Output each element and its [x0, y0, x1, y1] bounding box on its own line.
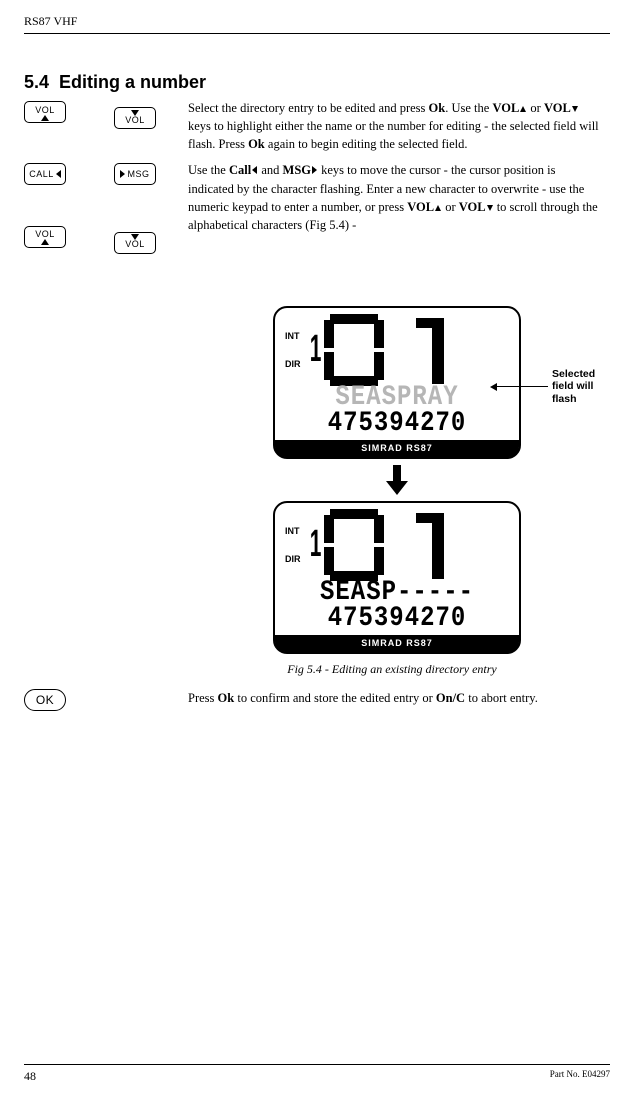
lcd-channel-digits — [322, 312, 472, 388]
paragraph-2: Use the Call and MSG keys to move the cu… — [188, 161, 610, 234]
lcd-number-field: 475394270 — [285, 410, 509, 438]
triangle-down-icon — [572, 106, 578, 112]
lcd-dir-label: DIR — [285, 359, 301, 369]
paragraph-1: Select the directory entry to be edited … — [188, 99, 610, 153]
lcd-brand-bar: SIMRAD RS87 — [275, 440, 519, 457]
down-arrow-icon — [384, 465, 410, 495]
ok-button[interactable]: OK — [24, 689, 66, 711]
figure-caption: Fig 5.4 - Editing an existing directory … — [24, 662, 610, 677]
triangle-up-icon — [435, 205, 441, 211]
callout: Selected field will flash — [496, 368, 608, 406]
vol-down-button[interactable]: VOL — [114, 232, 156, 254]
section-number: 5.4 — [24, 72, 49, 92]
msg-label: MSG — [127, 169, 149, 179]
callout-arrow-icon — [496, 386, 548, 387]
vol-label: VOL — [35, 230, 55, 239]
ok-label: OK — [36, 693, 54, 707]
paragraph-3: Press Ok to confirm and store the edited… — [188, 689, 610, 707]
vol-down-button[interactable]: VOL — [114, 107, 156, 129]
triangle-down-icon — [487, 205, 493, 211]
lcd-brand-bar: SIMRAD RS87 — [275, 635, 519, 652]
call-button[interactable]: CALL — [24, 163, 66, 185]
vol-label: VOL — [125, 240, 145, 249]
callout-line1: Selected — [552, 368, 608, 381]
lcd-display-2: INT DIR 1 — [273, 501, 521, 654]
vol-up-button[interactable]: VOL — [24, 101, 66, 123]
page-footer: 48 Part No. E04297 — [24, 1064, 610, 1084]
lcd-channel: 1 — [305, 507, 472, 583]
vol-up-button[interactable]: VOL — [24, 226, 66, 248]
section-title-text: Editing a number — [59, 72, 206, 92]
part-number: Part No. E04297 — [550, 1069, 610, 1084]
triangle-right-icon — [120, 170, 125, 178]
triangle-right-icon — [312, 166, 317, 174]
lcd-display-1: INT DIR 1 — [273, 306, 521, 459]
lcd-channel-digits — [322, 507, 472, 583]
lcd-int-label: INT — [285, 331, 301, 341]
figure-block: INT DIR 1 — [24, 306, 610, 654]
header-text: RS87 VHF — [24, 14, 77, 28]
triangle-left-icon — [252, 166, 257, 174]
page-number: 48 — [24, 1069, 36, 1084]
triangle-up-icon — [41, 239, 49, 245]
vol-label: VOL — [125, 116, 145, 125]
call-label: CALL — [29, 169, 54, 179]
lcd-int-label: INT — [285, 526, 301, 536]
lcd-dir-label: DIR — [285, 554, 301, 564]
callout-line2: field will — [552, 380, 608, 393]
triangle-up-icon — [520, 106, 526, 112]
triangle-up-icon — [41, 115, 49, 121]
page-header: RS87 VHF — [24, 12, 610, 34]
callout-line3: flash — [552, 393, 608, 406]
lcd-channel: 1 — [305, 312, 472, 388]
lcd-number-field: 475394270 — [285, 605, 509, 633]
msg-button[interactable]: MSG — [114, 163, 156, 185]
vol-label: VOL — [35, 106, 55, 115]
section-heading: 5.4 Editing a number — [24, 72, 610, 93]
triangle-left-icon — [56, 170, 61, 178]
